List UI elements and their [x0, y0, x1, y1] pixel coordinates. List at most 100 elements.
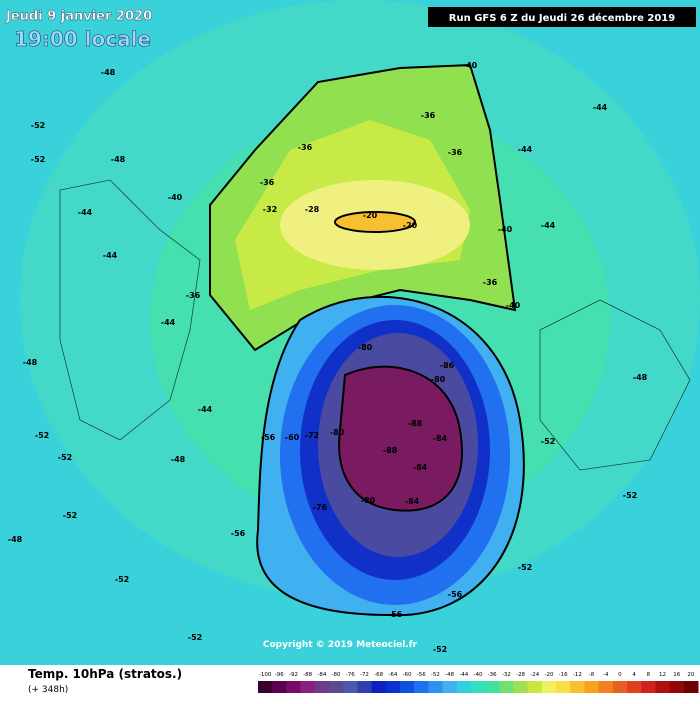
contour-label: -20 [363, 211, 378, 220]
colorbar-swatch [655, 681, 671, 693]
colorbar-swatch [570, 681, 585, 693]
colorbar-tick: -100 [259, 672, 272, 678]
colorbar-tick: -60 [403, 672, 412, 678]
contour-label: -56 [388, 610, 403, 619]
colorbar-swatch [343, 681, 358, 693]
colorbar-swatch [371, 681, 387, 693]
colorbar-swatch [442, 681, 458, 693]
colorbar-swatch [314, 681, 330, 693]
valid-date: Jeudi 9 janvier 2020 [5, 9, 152, 24]
colorbar-tick: 8 [647, 672, 651, 678]
contour-label: -80 [330, 428, 345, 437]
contour-label: -84 [405, 497, 420, 506]
colorbar-swatch [456, 681, 472, 693]
contour-label: -52 [63, 511, 77, 520]
colorbar-tick: -52 [431, 672, 440, 678]
contour-label: -36 [421, 111, 436, 120]
contour-label: -76 [313, 503, 328, 512]
contour-label: -84 [413, 463, 428, 472]
colorbar-swatch [584, 681, 600, 693]
contour-label: -40 [463, 61, 478, 70]
colorbar-swatch [286, 681, 302, 693]
contour-label: -48 [633, 373, 648, 382]
colorbar-tick: -80 [332, 672, 341, 678]
colorbar-swatch [527, 681, 543, 693]
contour-label: -52 [518, 563, 532, 572]
colorbar-swatch [300, 681, 316, 693]
colorbar-tick: -72 [360, 672, 369, 678]
colorbar-tick: -76 [346, 672, 355, 678]
colorbar-tick: 16 [673, 672, 680, 678]
copyright: Copyright © 2019 Meteociel.fr [263, 640, 418, 650]
colorbar-tick: -44 [459, 672, 468, 678]
contour-label: -52 [58, 453, 72, 462]
colorbar-swatch [598, 681, 614, 693]
contour-label: -44 [518, 145, 533, 154]
contour-label: -44 [161, 318, 176, 327]
colorbar-swatch [385, 681, 401, 693]
colorbar-swatch [683, 681, 699, 693]
contour-label: -80 [358, 343, 373, 352]
contour-label: -48 [171, 455, 186, 464]
colorbar-swatch [428, 681, 444, 693]
colorbar-tick: -96 [275, 672, 284, 678]
colorbar-swatch [541, 681, 557, 693]
contour-label: -36 [298, 143, 313, 152]
colorbar-swatch [357, 681, 373, 693]
colorbar-swatch [328, 681, 344, 693]
contour-label: -44 [103, 251, 118, 260]
colorbar-swatch [399, 681, 415, 693]
contour-label: -44 [78, 208, 93, 217]
contour-label: -80 [361, 496, 376, 505]
colorbar-tick: 12 [659, 672, 666, 678]
colorbar-tick: -4 [603, 672, 609, 678]
colorbar-tick: -56 [417, 672, 426, 678]
colorbar-swatch [470, 681, 486, 693]
contour-label: -36 [186, 291, 201, 300]
contour-label: -84 [433, 434, 448, 443]
colorbar-swatch [641, 681, 656, 693]
colorbar-swatch [485, 681, 500, 693]
colorbar-tick: -64 [388, 672, 397, 678]
colorbar-swatch [499, 681, 514, 693]
contour-label: -52 [541, 437, 555, 446]
contour-label: -80 [431, 375, 446, 384]
colorbar-swatch [272, 681, 287, 693]
contour-label: -52 [35, 431, 49, 440]
colorbar-tick: -36 [488, 672, 497, 678]
contour-label: -44 [198, 405, 213, 414]
colorbar-swatch [669, 681, 685, 693]
colorbar-tick: -48 [445, 672, 454, 678]
run-box [428, 7, 696, 27]
contour-label: -52 [188, 633, 202, 642]
colorbar-tick: -24 [530, 672, 539, 678]
contour-label: -28 [305, 205, 320, 214]
colorbar-tick: -92 [289, 672, 298, 678]
coastline [59, 179, 201, 441]
contour-label: -52 [31, 121, 45, 130]
contour-label: -40 [506, 301, 521, 310]
contour-label: -48 [101, 68, 116, 77]
colorbar-tick: -20 [544, 672, 553, 678]
colorbar-tick: -32 [502, 672, 511, 678]
contour-label: -36 [260, 178, 275, 187]
contour-label: -56 [448, 590, 463, 599]
colorbar-swatch [414, 681, 429, 693]
colorbar-swatch [513, 681, 529, 693]
colorbar-tick: -12 [573, 672, 582, 678]
colorbar-tick: -40 [474, 672, 483, 678]
field-name: Temp. 10hPa (stratos.) [28, 667, 182, 681]
contour-label: -88 [408, 419, 423, 428]
colorbar-tick: -8 [589, 672, 595, 678]
local-time: 19:00 locale [14, 27, 151, 51]
colorbar-swatch [627, 681, 642, 693]
colorbar-tick: -68 [374, 672, 383, 678]
contour-label: -52 [31, 155, 45, 164]
contour-label: -52 [115, 575, 129, 584]
field-zone [334, 211, 416, 233]
contour-label: -52 [433, 645, 447, 654]
colorbar-tick: -84 [317, 672, 326, 678]
contour-label: -32 [263, 205, 277, 214]
